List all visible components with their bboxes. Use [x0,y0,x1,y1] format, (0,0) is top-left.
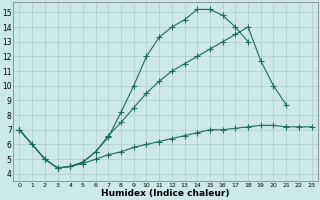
X-axis label: Humidex (Indice chaleur): Humidex (Indice chaleur) [101,189,230,198]
